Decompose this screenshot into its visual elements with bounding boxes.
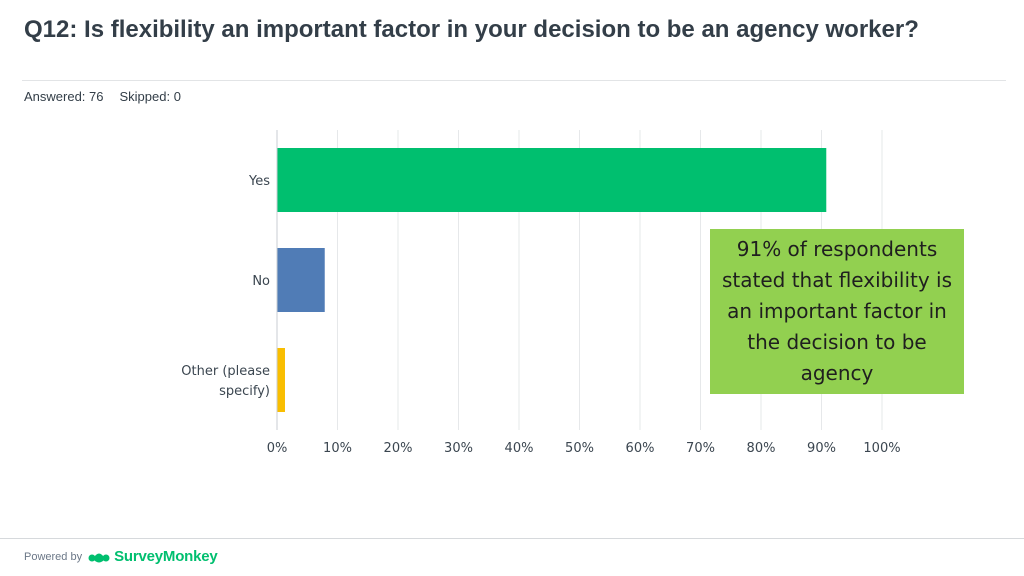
surveymonkey-brand: SurveyMonkey xyxy=(114,548,218,565)
category-label: Yes xyxy=(248,174,270,189)
callout-box: 91% of respondents stated that flexibili… xyxy=(710,229,964,394)
footer-divider xyxy=(0,538,1024,539)
x-tick-label: 30% xyxy=(444,441,473,456)
x-tick-label: 50% xyxy=(565,441,594,456)
category-label: Other (please xyxy=(181,364,270,379)
header-divider xyxy=(22,80,1006,81)
x-tick-label: 40% xyxy=(505,441,534,456)
question-title: Q12: Is flexibility an important factor … xyxy=(24,16,919,43)
skipped-count: Skipped: 0 xyxy=(119,89,181,104)
x-tick-label: 80% xyxy=(747,441,776,456)
x-tick-label: 70% xyxy=(686,441,715,456)
surveymonkey-logo-icon xyxy=(88,553,110,562)
x-tick-label: 90% xyxy=(807,441,836,456)
bar xyxy=(277,248,325,312)
x-tick-label: 10% xyxy=(323,441,352,456)
x-tick-label: 0% xyxy=(267,441,288,456)
x-tick-label: 20% xyxy=(384,441,413,456)
x-tick-label: 100% xyxy=(863,441,900,456)
x-tick-label: 60% xyxy=(626,441,655,456)
bar xyxy=(277,348,285,412)
answered-count: Answered: 76 xyxy=(24,89,104,104)
response-stats: Answered: 76 Skipped: 0 xyxy=(24,89,181,104)
footer: Powered by SurveyMonkey xyxy=(24,548,218,565)
category-label: No xyxy=(252,274,270,289)
category-label: specify) xyxy=(219,384,270,399)
bar xyxy=(277,148,827,212)
callout-text: 91% of respondents stated that flexibili… xyxy=(722,237,953,385)
powered-by-label: Powered by xyxy=(24,550,83,563)
